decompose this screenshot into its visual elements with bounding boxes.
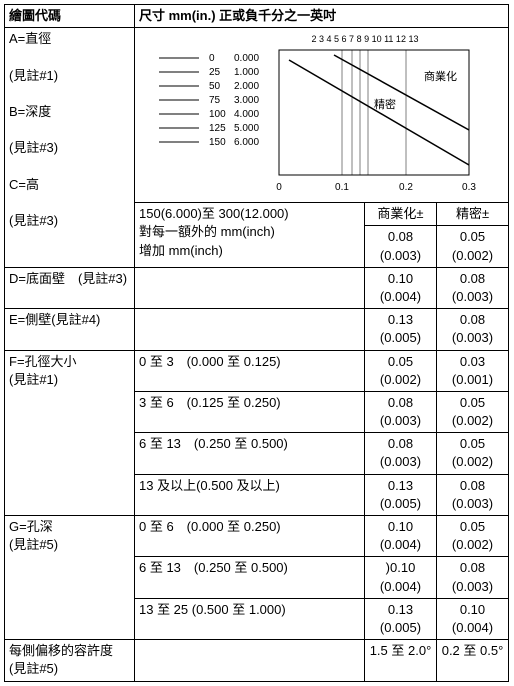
svg-text:0.2: 0.2	[399, 182, 413, 193]
svg-text:25: 25	[209, 67, 221, 78]
svg-text:0.3: 0.3	[462, 182, 476, 193]
row-g1-range: 6 至 13 (0.250 至 0.500)	[135, 557, 365, 598]
mid-com: 0.08 (0.003)	[365, 226, 437, 267]
svg-text:3.000: 3.000	[234, 95, 259, 106]
row-g2-range: 13 至 25 (0.500 至 1.000)	[135, 598, 365, 639]
chart-plot: 0 0.1 0.2 0.3 商業化 精密	[276, 50, 476, 193]
svg-text:100: 100	[209, 109, 226, 120]
row-e-pre: 0.08 (0.003)	[437, 309, 509, 350]
chart-top-axis: 2 3 4 5 6 7 8 9 10 11 12 13	[312, 34, 419, 44]
row-f0-range: 0 至 3 (0.000 至 0.125)	[135, 350, 365, 391]
chart-label-precision: 精密	[374, 97, 396, 111]
col-commercial: 商業化±	[365, 203, 437, 226]
header-col1: 繪圖代碼	[5, 5, 135, 28]
row-offset-range	[135, 640, 365, 681]
row-f1-range: 3 至 6 (0.125 至 0.250)	[135, 391, 365, 432]
svg-text:50: 50	[209, 81, 221, 92]
svg-text:0: 0	[209, 53, 215, 64]
row-e-code: E=側壁(見註#4)	[5, 309, 135, 350]
svg-text:2.000: 2.000	[234, 81, 259, 92]
svg-text:125: 125	[209, 123, 226, 134]
mid-range: 150(6.000)至 300(12.000)對每一額外的 mm(inch) 增…	[135, 203, 365, 268]
svg-text:150: 150	[209, 137, 226, 148]
svg-text:0: 0	[276, 182, 282, 193]
svg-text:75: 75	[209, 95, 221, 106]
chart-legend: 00.000 251.000 502.000 753.000 1004.000 …	[159, 53, 259, 148]
row-offset-com: 1.5 至 2.0°	[365, 640, 437, 681]
chart-label-commercial: 商業化	[424, 69, 457, 83]
row-d-range	[135, 267, 365, 308]
svg-text:4.000: 4.000	[234, 109, 259, 120]
row-d-com: 0.10 (0.004)	[365, 267, 437, 308]
svg-text:0.000: 0.000	[234, 53, 259, 64]
svg-text:1.000: 1.000	[234, 67, 259, 78]
header-col2: 尺寸 mm(in.) 正或負千分之一英吋	[135, 5, 509, 28]
codes-abc: A=直徑 (見註#1) B=深度 (見註#3) C=高 (見註#3)	[5, 28, 135, 268]
row-e-range	[135, 309, 365, 350]
svg-text:5.000: 5.000	[234, 123, 259, 134]
chart-cell: 2 3 4 5 6 7 8 9 10 11 12 13 0 0.000 25 1.0…	[135, 28, 509, 203]
tolerance-chart: 2 3 4 5 6 7 8 9 10 11 12 13 0 0.000 25 1.0…	[139, 30, 479, 200]
row-d-code: D=底面壁 (見註#3)	[5, 267, 135, 308]
col-precision: 精密±	[437, 203, 509, 226]
row-f2-range: 6 至 13 (0.250 至 0.500)	[135, 433, 365, 474]
row-e-com: 0.13 (0.005)	[365, 309, 437, 350]
svg-text:0.1: 0.1	[335, 182, 349, 193]
row-g-code: G=孔深 (見註#5)	[5, 516, 135, 640]
tolerance-table: 繪圖代碼 尺寸 mm(in.) 正或負千分之一英吋 A=直徑 (見註#1) B=…	[4, 4, 509, 682]
row-f3-range: 13 及以上(0.500 及以上)	[135, 474, 365, 515]
row-d-pre: 0.08 (0.003)	[437, 267, 509, 308]
svg-text:6.000: 6.000	[234, 137, 259, 148]
row-g0-range: 0 至 6 (0.000 至 0.250)	[135, 516, 365, 557]
mid-pre: 0.05 (0.002)	[437, 226, 509, 267]
row-f-code: F=孔徑大小 (見註#1)	[5, 350, 135, 516]
row-offset-pre: 0.2 至 0.5°	[437, 640, 509, 681]
row-offset-code: 每側偏移的容許度 (見註#5)	[5, 640, 135, 681]
